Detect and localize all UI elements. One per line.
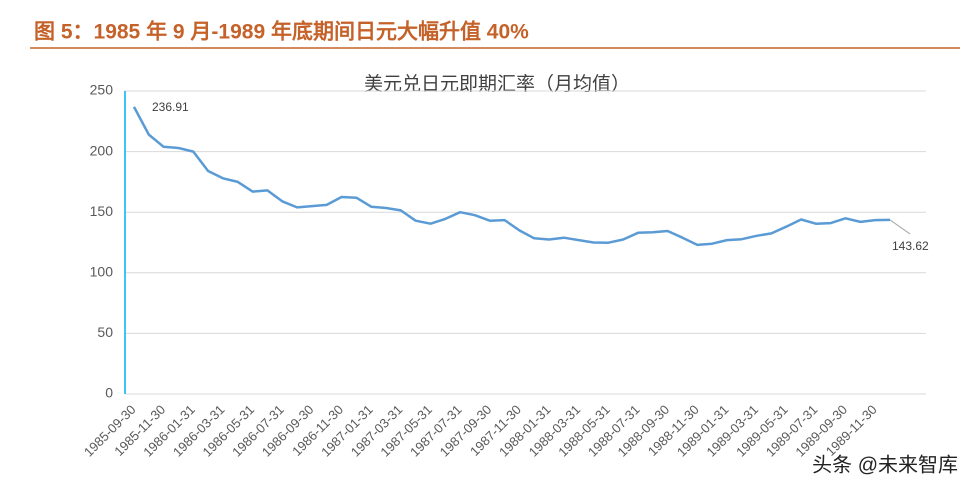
y-tick-label: 0 — [105, 385, 113, 401]
chart-title: 美元兑日元即期汇率（月均值） — [364, 73, 630, 95]
line-series — [132, 106, 891, 247]
y-tick-label: 150 — [90, 203, 114, 219]
y-tick-label: 50 — [97, 324, 113, 340]
y-tick-label: 250 — [90, 82, 114, 98]
data-label: 143.62 — [892, 239, 929, 253]
y-tick-label: 200 — [90, 142, 114, 158]
leader-line — [889, 219, 911, 235]
header-title: 图 5：1985 年 9 月-1989 年底期间日元大幅升值 40% — [34, 20, 529, 44]
watermark: 头条 @未来智库 — [812, 453, 958, 476]
data-label: 236.91 — [152, 100, 189, 114]
y-tick-label: 100 — [90, 264, 114, 280]
